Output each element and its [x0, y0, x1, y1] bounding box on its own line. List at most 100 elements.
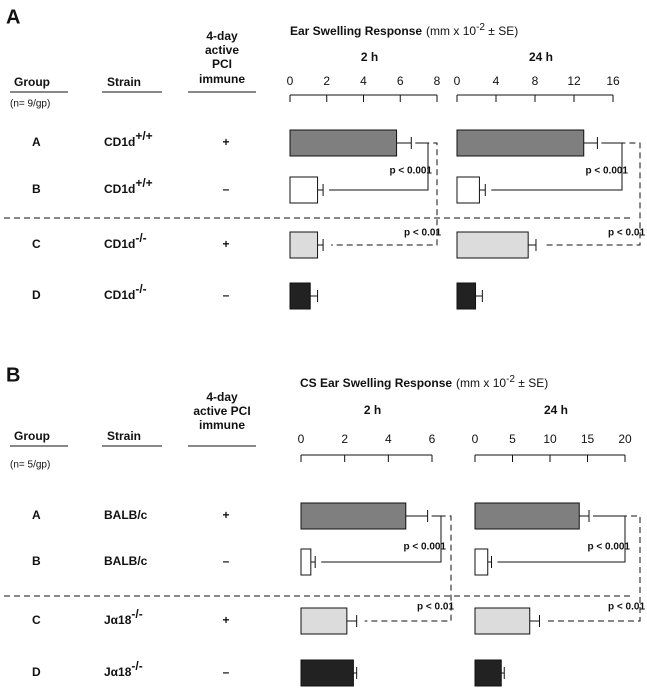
bar — [456, 129, 585, 157]
strain-label: BALB/c — [104, 554, 148, 568]
group-label: A — [32, 508, 41, 522]
bar — [474, 607, 531, 635]
error-bar — [405, 510, 429, 522]
strain-label: Jα18-/- — [104, 607, 143, 627]
panel-label: A — [6, 6, 20, 28]
units: ± SE) — [515, 376, 548, 390]
strain-label: CD1d+/+ — [104, 129, 153, 149]
chart-title: 2 h — [361, 50, 378, 64]
x-tick-label: 6 — [429, 432, 436, 446]
immune-label: + — [222, 135, 229, 149]
x-tick-label: 0 — [298, 432, 305, 446]
significance-bracket — [364, 515, 452, 622]
response-title-main: CS Ear Swelling Response — [300, 376, 452, 390]
response-title-main: Ear Swelling Response — [290, 24, 422, 38]
strain-header: Strain — [107, 75, 141, 89]
group-label: A — [32, 135, 41, 149]
strain-name: Jα18 — [104, 665, 132, 679]
significance-bracket — [321, 515, 442, 563]
immune-label: – — [223, 665, 230, 679]
bar — [300, 548, 312, 576]
strain-label: CD1d+/+ — [104, 176, 153, 196]
response-title: CS Ear Swelling Response (mm x 10-2 ± SE) — [300, 374, 548, 391]
significance-bracket — [547, 515, 641, 622]
immune-header: active — [205, 43, 239, 57]
error-bar — [479, 184, 486, 196]
strain-name: BALB/c — [104, 508, 148, 522]
strain-name: CD1d — [104, 237, 135, 251]
strain-label: BALB/c — [104, 508, 148, 522]
error-bar — [501, 667, 505, 679]
group-header: Group — [14, 75, 50, 89]
x-tick-label: 15 — [581, 432, 595, 446]
immune-label: + — [222, 613, 229, 627]
immune-header: immune — [199, 72, 245, 86]
immune-header: immune — [199, 418, 245, 432]
error-bar — [528, 239, 537, 251]
group-label: C — [32, 237, 41, 251]
response-title: Ear Swelling Response (mm x 10-2 ± SE) — [290, 22, 518, 39]
bar — [474, 548, 489, 576]
x-tick-label: 20 — [618, 432, 632, 446]
p-value: p < 0.01 — [608, 228, 645, 239]
x-tick-label: 8 — [532, 74, 539, 88]
p-value: p < 0.01 — [417, 602, 454, 613]
error-bar — [529, 615, 540, 627]
x-tick-label: 4 — [360, 74, 367, 88]
x-tick-label: 4 — [493, 74, 500, 88]
significance-bracket — [331, 142, 438, 246]
bar — [300, 607, 348, 635]
bar — [289, 231, 319, 259]
units: (mm x 10 — [426, 24, 476, 38]
immune-label: – — [223, 554, 230, 568]
x-tick-label: 5 — [509, 432, 516, 446]
group-label: D — [32, 288, 41, 302]
strain-genotype: -/- — [131, 607, 142, 621]
bar — [289, 129, 398, 157]
n-note: (n= 9/gp) — [10, 99, 50, 110]
strain-genotype: -/- — [131, 659, 142, 673]
strain-genotype: +/+ — [135, 129, 152, 143]
error-bar — [583, 137, 598, 149]
x-tick-label: 2 — [323, 74, 330, 88]
immune-label: – — [223, 182, 230, 196]
strain-genotype: +/+ — [135, 176, 152, 190]
x-tick-label: 0 — [454, 74, 461, 88]
bar — [456, 282, 477, 310]
group-label: D — [32, 665, 41, 679]
error-bar — [396, 137, 412, 149]
p-value: p < 0.001 — [403, 542, 446, 553]
immune-header: PCI — [212, 57, 232, 71]
x-tick-label: 4 — [385, 432, 392, 446]
bar — [289, 282, 311, 310]
immune-header: 4-day — [206, 390, 238, 404]
strain-genotype: -/- — [135, 231, 146, 245]
chart-title: 24 h — [544, 403, 568, 417]
immune-label: – — [223, 288, 230, 302]
strain-name: CD1d — [104, 135, 135, 149]
bar — [456, 231, 529, 259]
significance-bracket — [497, 515, 626, 563]
p-value: p < 0.001 — [587, 542, 630, 553]
bar — [474, 502, 580, 530]
units-exp: -2 — [476, 22, 485, 33]
strain-name: BALB/c — [104, 554, 148, 568]
x-tick-label: 0 — [287, 74, 294, 88]
error-bar — [317, 239, 324, 251]
x-tick-label: 8 — [434, 74, 441, 88]
strain-label: CD1d-/- — [104, 282, 147, 302]
x-tick-label: 0 — [472, 432, 479, 446]
immune-label: + — [222, 508, 229, 522]
bar — [300, 502, 407, 530]
error-bar — [353, 667, 358, 679]
strain-label: CD1d-/- — [104, 231, 147, 251]
immune-header: 4-day — [206, 29, 238, 43]
strain-label: Jα18-/- — [104, 659, 143, 679]
error-bar — [579, 510, 590, 522]
units-exp: -2 — [506, 374, 515, 385]
p-value: p < 0.01 — [608, 602, 645, 613]
x-tick-label: 10 — [543, 432, 557, 446]
bar — [474, 659, 502, 687]
group-label: B — [32, 182, 41, 196]
